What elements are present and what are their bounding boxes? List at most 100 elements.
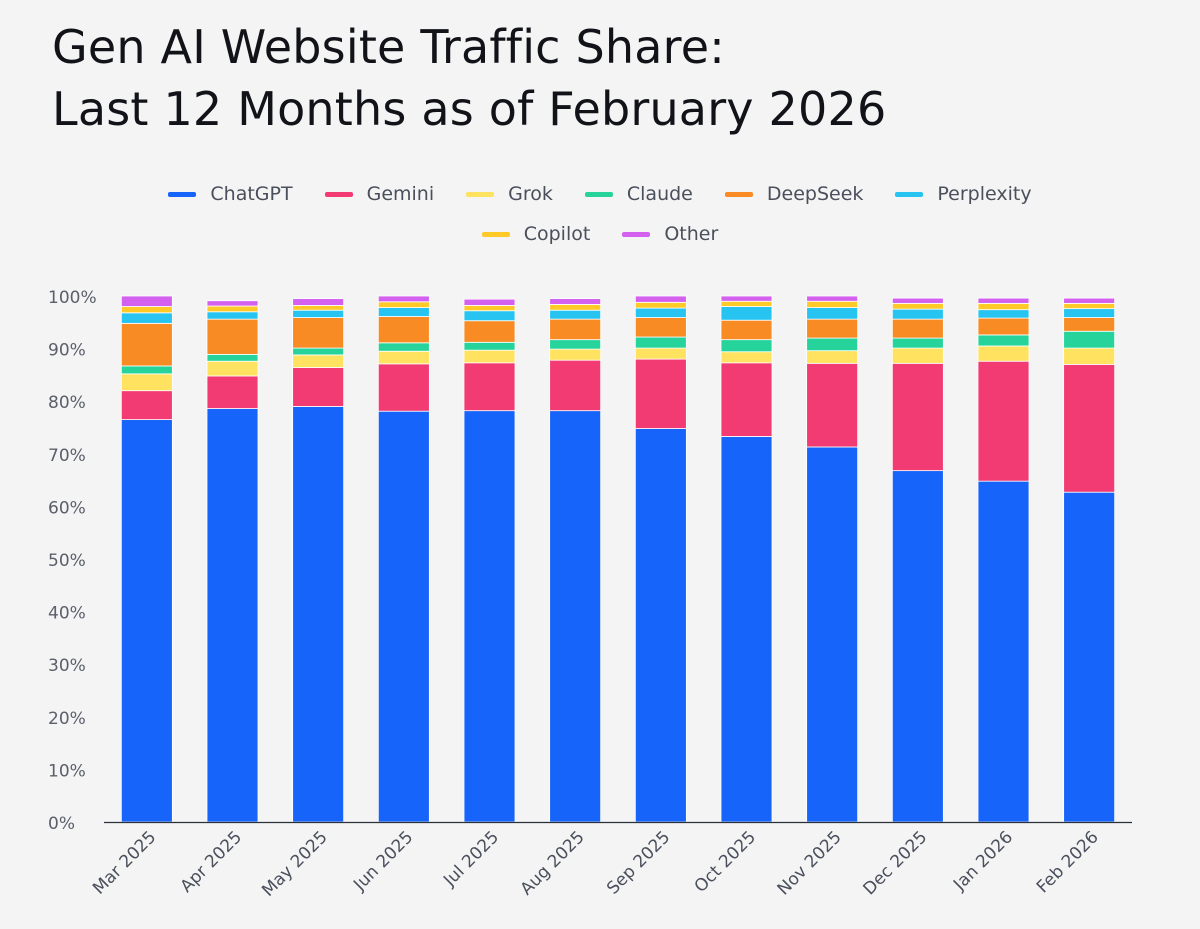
legend-item-grok[interactable]: Grok [450,180,569,208]
bar-stack-dec-2025[interactable] [891,297,944,823]
bar-segment-other-feb-2026[interactable] [1063,297,1116,304]
bar-segment-gemini-dec-2025[interactable] [891,362,944,472]
bar-segment-claude-jul-2025[interactable] [463,341,516,351]
bar-segment-claude-oct-2025[interactable] [720,339,773,353]
bar-segment-claude-dec-2025[interactable] [891,337,944,349]
bar-segment-deepseek-jan-2026[interactable] [977,317,1030,336]
bar-segment-gemini-oct-2025[interactable] [720,362,773,437]
bar-stack-sep-2025[interactable] [634,295,687,823]
legend-item-claude[interactable]: Claude [569,180,709,208]
bar-segment-grok-may-2025[interactable] [292,354,345,368]
bar-stack-mar-2025[interactable] [120,295,173,823]
bar-segment-other-nov-2025[interactable] [806,295,859,302]
bar-stack-apr-2025[interactable] [206,300,259,823]
bar-segment-perplexity-nov-2025[interactable] [806,307,859,320]
bar-segment-chatgpt-may-2025[interactable] [292,406,345,823]
bar-segment-grok-aug-2025[interactable] [549,348,602,361]
bar-segment-copilot-nov-2025[interactable] [806,300,859,308]
legend-item-deepseek[interactable]: DeepSeek [709,180,880,208]
bar-segment-deepseek-may-2025[interactable] [292,317,345,349]
bar-stack-jun-2025[interactable] [377,295,430,823]
legend-item-perplexity[interactable]: Perplexity [879,180,1047,208]
bar-segment-grok-oct-2025[interactable] [720,351,773,364]
bar-segment-grok-jun-2025[interactable] [377,350,430,365]
bar-segment-gemini-feb-2026[interactable] [1063,363,1116,493]
bar-segment-claude-jun-2025[interactable] [377,342,430,352]
bar-segment-chatgpt-sep-2025[interactable] [634,428,687,823]
bar-segment-chatgpt-dec-2025[interactable] [891,470,944,823]
bar-segment-copilot-jan-2026[interactable] [977,302,1030,311]
bar-segment-perplexity-sep-2025[interactable] [634,307,687,318]
legend-item-chatgpt[interactable]: ChatGPT [152,180,308,208]
bar-stack-aug-2025[interactable] [549,298,602,823]
bar-segment-deepseek-nov-2025[interactable] [806,318,859,339]
bar-segment-other-sep-2025[interactable] [634,295,687,303]
bar-stack-jan-2026[interactable] [977,297,1030,823]
bar-segment-perplexity-may-2025[interactable] [292,309,345,318]
bar-segment-chatgpt-jan-2026[interactable] [977,480,1030,823]
bar-segment-grok-jul-2025[interactable] [463,349,516,364]
bar-segment-deepseek-dec-2025[interactable] [891,318,944,339]
bar-segment-copilot-feb-2026[interactable] [1063,302,1116,310]
bar-segment-claude-jan-2026[interactable] [977,334,1030,347]
bar-segment-chatgpt-jul-2025[interactable] [463,410,516,823]
bar-segment-gemini-jan-2026[interactable] [977,360,1030,482]
bar-segment-gemini-sep-2025[interactable] [634,358,687,429]
bar-segment-copilot-mar-2025[interactable] [120,306,173,314]
bar-segment-copilot-aug-2025[interactable] [549,304,602,311]
bar-segment-chatgpt-aug-2025[interactable] [549,410,602,823]
legend-item-gemini[interactable]: Gemini [309,180,451,208]
legend-item-copilot[interactable]: Copilot [466,220,607,248]
bar-segment-other-may-2025[interactable] [292,298,345,306]
bar-segment-gemini-jun-2025[interactable] [377,363,430,412]
bar-segment-other-jul-2025[interactable] [463,298,516,306]
bar-segment-perplexity-aug-2025[interactable] [549,309,602,320]
bar-segment-deepseek-feb-2026[interactable] [1063,317,1116,332]
bar-segment-other-dec-2025[interactable] [891,297,944,304]
bar-segment-copilot-apr-2025[interactable] [206,305,259,313]
bar-segment-chatgpt-jun-2025[interactable] [377,410,430,823]
bar-segment-deepseek-aug-2025[interactable] [549,318,602,341]
bar-segment-grok-apr-2025[interactable] [206,360,259,377]
bar-segment-claude-feb-2026[interactable] [1063,330,1116,349]
bar-stack-jul-2025[interactable] [463,298,516,823]
bar-segment-deepseek-jun-2025[interactable] [377,316,430,344]
bar-segment-perplexity-apr-2025[interactable] [206,311,259,320]
bar-segment-deepseek-jul-2025[interactable] [463,320,516,343]
bar-segment-gemini-aug-2025[interactable] [549,359,602,412]
bar-stack-nov-2025[interactable] [806,295,859,823]
bar-segment-chatgpt-nov-2025[interactable] [806,446,859,823]
bar-segment-grok-nov-2025[interactable] [806,350,859,364]
bar-segment-deepseek-mar-2025[interactable] [120,322,173,367]
bar-segment-claude-sep-2025[interactable] [634,336,687,349]
bar-stack-oct-2025[interactable] [720,295,773,823]
legend-item-other[interactable]: Other [606,220,734,248]
bar-segment-grok-jan-2026[interactable] [977,345,1030,362]
bar-segment-grok-feb-2026[interactable] [1063,347,1116,365]
bar-segment-deepseek-oct-2025[interactable] [720,319,773,341]
bar-segment-copilot-dec-2025[interactable] [891,302,944,310]
bar-segment-deepseek-sep-2025[interactable] [634,317,687,338]
bar-segment-claude-mar-2025[interactable] [120,365,173,375]
bar-segment-perplexity-feb-2026[interactable] [1063,308,1116,318]
bar-segment-copilot-oct-2025[interactable] [720,300,773,307]
bar-segment-chatgpt-apr-2025[interactable] [206,408,259,823]
bar-segment-claude-aug-2025[interactable] [549,339,602,350]
bar-stack-may-2025[interactable] [292,298,345,823]
bar-segment-chatgpt-oct-2025[interactable] [720,436,773,823]
bar-segment-copilot-sep-2025[interactable] [634,301,687,309]
bar-segment-perplexity-mar-2025[interactable] [120,312,173,324]
bar-segment-chatgpt-mar-2025[interactable] [120,419,173,823]
bar-segment-grok-mar-2025[interactable] [120,373,173,392]
bar-segment-perplexity-dec-2025[interactable] [891,308,944,320]
bar-segment-perplexity-jun-2025[interactable] [377,307,430,317]
bar-segment-other-jan-2026[interactable] [977,297,1030,304]
bar-segment-chatgpt-feb-2026[interactable] [1063,491,1116,823]
bar-segment-deepseek-apr-2025[interactable] [206,318,259,355]
bar-segment-claude-may-2025[interactable] [292,347,345,356]
bar-segment-other-aug-2025[interactable] [549,298,602,305]
bar-segment-perplexity-oct-2025[interactable] [720,306,773,321]
bar-segment-perplexity-jul-2025[interactable] [463,310,516,322]
bar-segment-gemini-jul-2025[interactable] [463,362,516,412]
bar-segment-gemini-nov-2025[interactable] [806,362,859,448]
